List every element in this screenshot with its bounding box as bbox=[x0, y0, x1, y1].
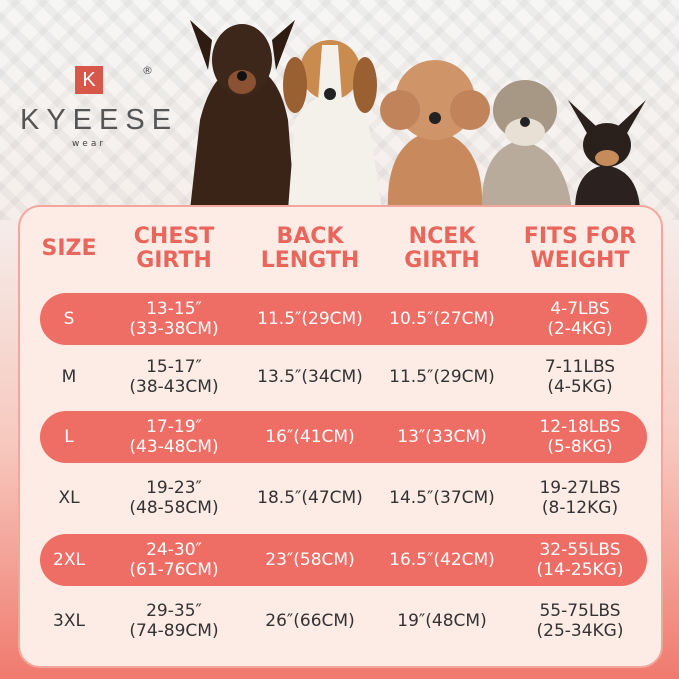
table-row: L 17-19″ (43-48CM) 16″(41CM) 13″(33CM) 12-18L… bbox=[40, 411, 647, 463]
brand-name: KYEESE bbox=[20, 104, 179, 136]
cell-weight: 12-18LBS (5-8KG) bbox=[539, 417, 620, 457]
cell-back-length: 13.5″(34CM) bbox=[257, 367, 363, 387]
size-chart-table: SIZE CHEST GIRTH BACK LENGTH NCEK GIRTH FIT… bbox=[18, 205, 663, 668]
cell-weight: 7-11LBS (4-5KG) bbox=[545, 357, 615, 397]
table-row: 3XL 29-35″ (74-89CM) 26″(66CM) 19″(48CM) 55-7… bbox=[40, 595, 647, 647]
cell-weight: 19-27LBS (8-12KG) bbox=[539, 478, 620, 518]
header-text: LENGTH bbox=[260, 248, 360, 273]
cell-line: 19-27LBS bbox=[539, 478, 621, 498]
table-row: M 15-17″ (38-43CM) 13.5″(34CM) 11.5″(29CM) 7-… bbox=[40, 351, 647, 403]
header-size: SIZE bbox=[41, 237, 96, 261]
cell-line: (38-43CM) bbox=[129, 377, 219, 397]
cell-neck-girth: 10.5″(27CM) bbox=[389, 309, 495, 329]
poodle-image bbox=[380, 60, 490, 210]
header-text: GIRTH bbox=[136, 248, 212, 273]
doberman-image bbox=[190, 20, 295, 210]
header-neck-girth: NCEK GIRTH bbox=[404, 225, 480, 273]
cell-line: 19-23″ bbox=[146, 478, 202, 498]
brand-sub: wear bbox=[71, 139, 107, 149]
table-row: XL 19-23″ (48-58CM) 18.5″(47CM) 14.5″(37CM) 1… bbox=[40, 472, 647, 524]
cell-size: M bbox=[61, 367, 77, 387]
header-text: BACK bbox=[276, 224, 344, 249]
table-header: SIZE CHEST GIRTH BACK LENGTH NCEK GIRTH FIT… bbox=[20, 225, 661, 285]
logo-mark: K bbox=[75, 66, 103, 94]
cell-line: (25-34KG) bbox=[536, 621, 624, 641]
cell-size: 2XL bbox=[53, 550, 85, 570]
dogs-photo bbox=[190, 20, 646, 210]
cell-back-length: 11.5″(29CM) bbox=[257, 309, 363, 329]
header-text: WEIGHT bbox=[530, 248, 630, 273]
cell-chest-girth: 17-19″ (43-48CM) bbox=[129, 417, 218, 457]
cell-weight: 32-55LBS (14-25KG) bbox=[537, 540, 624, 580]
chihuahua-image bbox=[568, 100, 646, 210]
cell-chest-girth: 13-15″ (33-38CM) bbox=[129, 299, 218, 339]
cell-weight: 55-75LBS (25-34KG) bbox=[537, 601, 624, 641]
schnauzer-image bbox=[481, 80, 572, 210]
cell-neck-girth: 11.5″(29CM) bbox=[389, 367, 495, 387]
cell-line: (74-89CM) bbox=[129, 621, 219, 641]
cell-neck-girth: 13″(33CM) bbox=[397, 427, 487, 447]
cell-line: 4-7LBS bbox=[550, 299, 610, 319]
cell-line: 13-15″ bbox=[146, 299, 202, 319]
cell-chest-girth: 29-35″ (74-89CM) bbox=[129, 601, 218, 641]
cell-line: (43-48CM) bbox=[129, 437, 219, 457]
cell-size: L bbox=[64, 427, 74, 447]
brand-logo: K ® KYEESE wear bbox=[14, 64, 179, 149]
header-text: SIZE bbox=[41, 236, 97, 261]
cell-line: (5-8KG) bbox=[547, 437, 613, 457]
header-text: CHEST bbox=[133, 224, 215, 249]
cell-line: 29-35″ bbox=[146, 601, 202, 621]
cell-line: 24-30″ bbox=[146, 540, 202, 560]
cell-back-length: 26″(66CM) bbox=[265, 611, 355, 631]
cell-size: XL bbox=[58, 488, 80, 508]
cell-line: (8-12KG) bbox=[541, 498, 619, 518]
cell-neck-girth: 16.5″(42CM) bbox=[389, 550, 495, 570]
cell-chest-girth: 15-17″ (38-43CM) bbox=[129, 357, 218, 397]
cell-line: 7-11LBS bbox=[544, 357, 616, 377]
cell-back-length: 23″(58CM) bbox=[265, 550, 355, 570]
cell-line: (48-58CM) bbox=[129, 498, 219, 518]
cell-line: (61-76CM) bbox=[129, 560, 219, 580]
cell-line: 15-17″ bbox=[146, 357, 202, 377]
header-text: GIRTH bbox=[404, 248, 480, 273]
header-text: NCEK bbox=[408, 224, 476, 249]
beagle-image bbox=[283, 40, 382, 210]
cell-line: (33-38CM) bbox=[129, 319, 219, 339]
table-row: 2XL 24-30″ (61-76CM) 23″(58CM) 16.5″(42CM) 32… bbox=[40, 534, 647, 586]
header-back-length: BACK LENGTH bbox=[261, 225, 360, 273]
cell-line: (4-5KG) bbox=[547, 377, 613, 397]
header-weight: FITS FOR WEIGHT bbox=[524, 225, 636, 273]
table-row: S 13-15″ (33-38CM) 11.5″(29CM) 10.5″(27CM) 4-… bbox=[40, 293, 647, 345]
header-text: FITS FOR bbox=[523, 224, 637, 249]
cell-neck-girth: 19″(48CM) bbox=[397, 611, 487, 631]
cell-line: (14-25KG) bbox=[536, 560, 624, 580]
cell-chest-girth: 24-30″ (61-76CM) bbox=[129, 540, 218, 580]
registered-mark: ® bbox=[142, 64, 153, 77]
cell-back-length: 16″(41CM) bbox=[265, 427, 355, 447]
cell-line: (2-4KG) bbox=[547, 319, 613, 339]
cell-line: 17-19″ bbox=[146, 417, 202, 437]
cell-neck-girth: 14.5″(37CM) bbox=[389, 488, 495, 508]
cell-size: S bbox=[63, 309, 75, 329]
cell-weight: 4-7LBS (2-4KG) bbox=[547, 299, 612, 339]
header-chest-girth: CHEST GIRTH bbox=[134, 225, 214, 273]
cell-back-length: 18.5″(47CM) bbox=[257, 488, 363, 508]
cell-line: 55-75LBS bbox=[539, 601, 621, 621]
cell-chest-girth: 19-23″ (48-58CM) bbox=[129, 478, 218, 518]
cell-line: 32-55LBS bbox=[539, 540, 621, 560]
cell-size: 3XL bbox=[53, 611, 85, 631]
cell-line: 12-18LBS bbox=[539, 417, 621, 437]
